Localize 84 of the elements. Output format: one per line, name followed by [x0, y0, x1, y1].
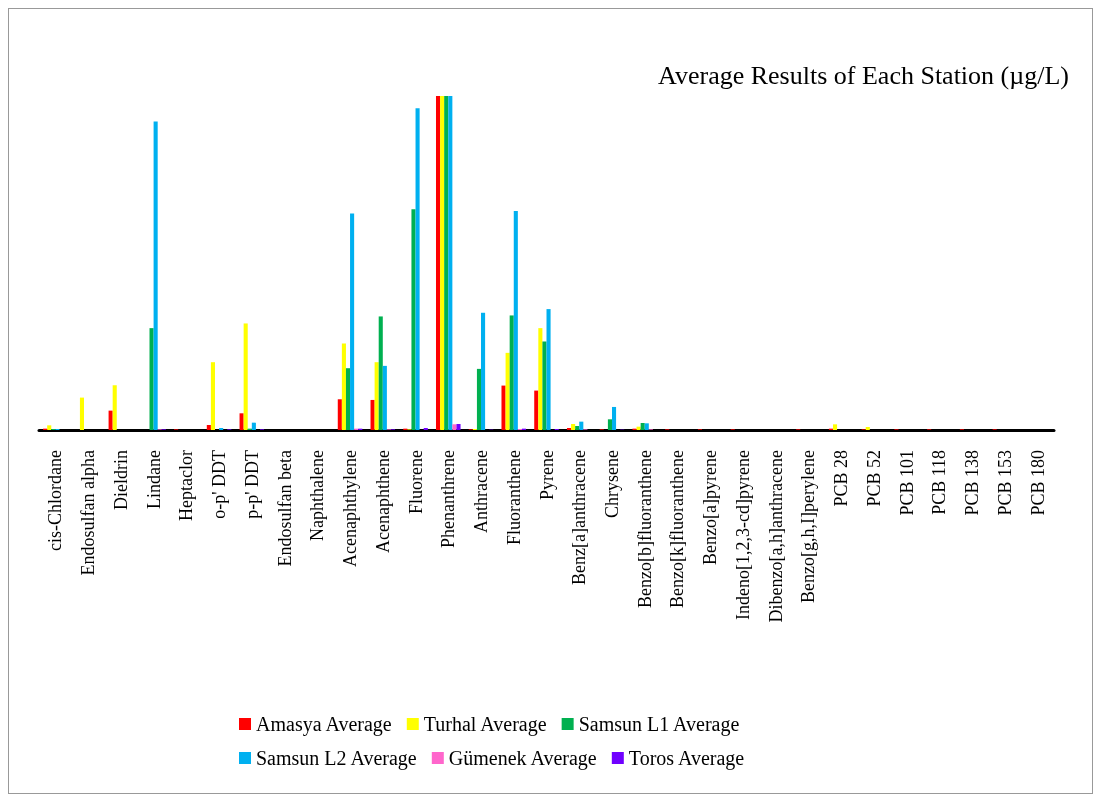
x-tick-label: p-p' DDT: [241, 450, 262, 519]
bar: [534, 390, 539, 430]
legend-label: Toros Average: [628, 747, 745, 770]
bar: [644, 423, 649, 430]
x-tick-label: Benzo[k]fluoranthene: [667, 450, 688, 608]
x-tick-label: Heptaclor: [176, 450, 197, 521]
bar: [370, 399, 375, 430]
bar: [341, 343, 346, 430]
bar: [538, 328, 543, 430]
x-tick-label: Naphthalene: [307, 450, 328, 541]
x-tick-label: Fluorene: [405, 449, 426, 514]
x-tick-label: PCB 28: [831, 450, 852, 507]
x-tick-label: Acenaphthylene: [340, 450, 361, 567]
bar: [153, 121, 158, 430]
bar: [251, 422, 256, 430]
bar: [436, 96, 441, 430]
bar: [149, 328, 154, 430]
bar: [337, 399, 342, 430]
bar: [542, 341, 547, 430]
x-tick-label: o-p' DDT: [209, 450, 230, 519]
x-tick-label: Benzo[a]pyrene: [700, 449, 721, 565]
x-tick-label: PCB 153: [994, 450, 1015, 516]
bar: [640, 422, 645, 430]
x-tick-label: PCB 101: [896, 450, 917, 516]
x-tick-label: Benz[a]anthracene: [569, 449, 590, 585]
bar: [505, 352, 510, 430]
x-tick-label: PCB 118: [929, 450, 950, 515]
bar: [47, 425, 52, 430]
bar: [611, 406, 617, 430]
x-tick-label: PCB 52: [863, 450, 884, 507]
x-tick-label: Endosulfan alpha: [78, 449, 99, 576]
x-tick-label: Acenaphthene: [372, 450, 393, 553]
bar: [448, 96, 453, 430]
bar: [546, 309, 551, 430]
x-tick-label: Benzo[g,h,I]perylene: [798, 450, 819, 603]
bar: [350, 213, 355, 430]
x-tick-label: Benzo[b]fluoranthene: [634, 450, 655, 608]
bar: [382, 365, 387, 430]
bar: [579, 421, 584, 430]
bar: [210, 362, 215, 430]
bar: [481, 312, 486, 430]
x-tick-label: Indeno[1,2,3-cd]pyrene: [732, 450, 753, 620]
bar: [865, 426, 870, 430]
bar: [476, 368, 482, 430]
bar: [206, 424, 211, 430]
legend-label: Samsun L2 Average: [256, 747, 417, 770]
x-tick-label: Anthracene: [471, 449, 492, 533]
legend-label: Samsun L1 Average: [578, 713, 740, 736]
bar: [345, 368, 351, 430]
legend-label: Turhal Average: [423, 713, 547, 736]
bar: [501, 385, 506, 430]
bar: [239, 413, 244, 430]
legend-label: Gümenek Average: [448, 747, 597, 770]
bar: [243, 323, 248, 430]
bar: [509, 315, 514, 430]
x-tick-label: Chrysene: [601, 449, 622, 518]
x-tick-label: Dibenzo[a,h]anthracene: [765, 450, 786, 623]
bar: [575, 425, 580, 430]
bar: [112, 385, 117, 430]
x-tick-label: Endosulfan beta: [274, 449, 295, 567]
legend-label: Amasya Average: [256, 713, 392, 736]
bar: [79, 397, 85, 430]
x-tick-label: Phenanthrene: [438, 450, 459, 548]
x-tick-label: PCB 138: [962, 450, 983, 516]
x-tick-label: Lindane: [143, 450, 164, 509]
bar: [411, 209, 416, 430]
bar: [832, 424, 838, 430]
bar: [415, 108, 420, 430]
x-tick-label: Fluoranthene: [503, 450, 524, 545]
bar: [571, 423, 576, 430]
chart-title: Average Results of Each Station (µg/L): [658, 60, 1070, 90]
x-tick-label: Pyrene: [536, 449, 557, 500]
bar: [440, 96, 445, 430]
bar: [444, 96, 449, 430]
bar: [513, 210, 518, 430]
bar: [456, 423, 461, 430]
bar: [374, 362, 379, 430]
bar: [378, 316, 383, 430]
x-tick-label: PCB 180: [1027, 450, 1048, 516]
bar: [452, 424, 457, 430]
bar: [607, 419, 612, 430]
x-tick-label: Dieldrin: [110, 450, 131, 510]
x-tick-label: cis-Chlordane: [45, 449, 66, 551]
bar: [108, 410, 113, 430]
